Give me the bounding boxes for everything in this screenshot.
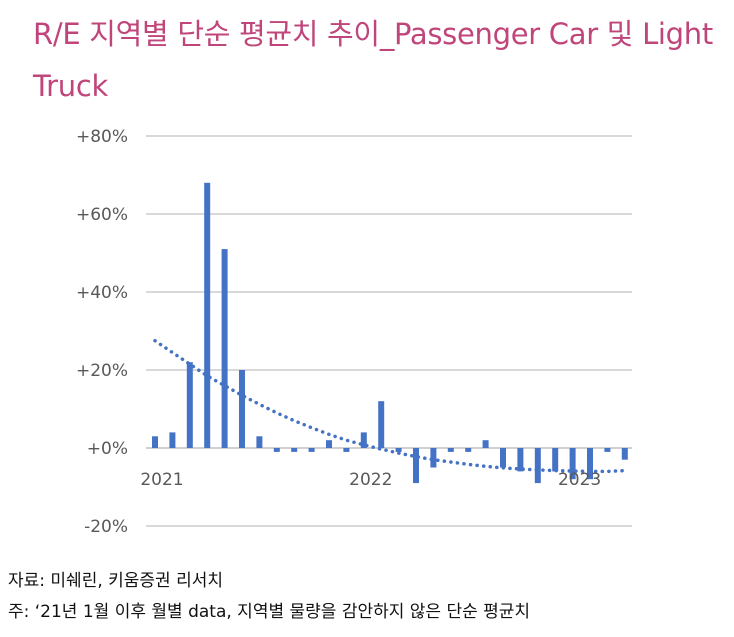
bar: [534, 448, 541, 484]
bar: [273, 448, 280, 452]
bar: [465, 448, 472, 452]
y-tick-label: +20%: [76, 361, 128, 381]
trend-line-series: [153, 339, 627, 474]
bar: [569, 448, 576, 480]
bar: [430, 448, 437, 468]
bar: [186, 362, 193, 448]
bar: [343, 448, 350, 452]
bar: [169, 432, 176, 448]
bar: [291, 448, 298, 452]
x-tick-label: 2021: [140, 470, 183, 490]
bar: [517, 448, 524, 472]
footnotes: 자료: 미쉐린, 키움증권 리서치 주: ‘21년 1월 이후 월별 data,…: [8, 566, 530, 628]
bar: [604, 448, 611, 452]
bar-series: [152, 182, 628, 484]
y-tick-label: -20%: [84, 517, 128, 537]
bar: [239, 370, 245, 448]
trend-line: [153, 339, 627, 474]
chart-title: R/E 지역별 단순 평균치 추이_Passenger Car 및 Light …: [33, 17, 713, 103]
grid-lines: [146, 135, 632, 527]
y-tick-label: +60%: [76, 205, 128, 225]
bar: [500, 448, 506, 468]
y-tick-label: +80%: [76, 127, 128, 147]
x-axis-ticks: 2021 2022 2023: [140, 470, 601, 490]
bar: [360, 432, 367, 448]
y-axis-ticks: +80% +60% +40% +20% +0% -20%: [76, 127, 128, 537]
bar: [413, 448, 419, 484]
bar: [204, 182, 211, 449]
bar: [308, 448, 315, 452]
bar: [447, 448, 454, 452]
bar: [152, 436, 158, 448]
bar: [395, 448, 402, 452]
bar: [587, 448, 593, 480]
bar: [482, 440, 489, 448]
bar: [326, 440, 332, 448]
bar: [256, 436, 263, 448]
y-tick-label: +0%: [87, 439, 128, 459]
footnote: 주: ‘21년 1월 이후 월별 data, 지역별 물량을 감안하지 않은 단…: [8, 602, 531, 622]
bar: [378, 401, 385, 448]
bar: [221, 249, 228, 448]
bar: [552, 448, 559, 472]
y-tick-label: +40%: [76, 283, 128, 303]
source-note: 자료: 미쉐린, 키움증권 리서치: [8, 571, 224, 591]
x-tick-label: 2023: [558, 470, 601, 490]
bar: [621, 448, 628, 460]
x-tick-label: 2022: [349, 470, 392, 490]
